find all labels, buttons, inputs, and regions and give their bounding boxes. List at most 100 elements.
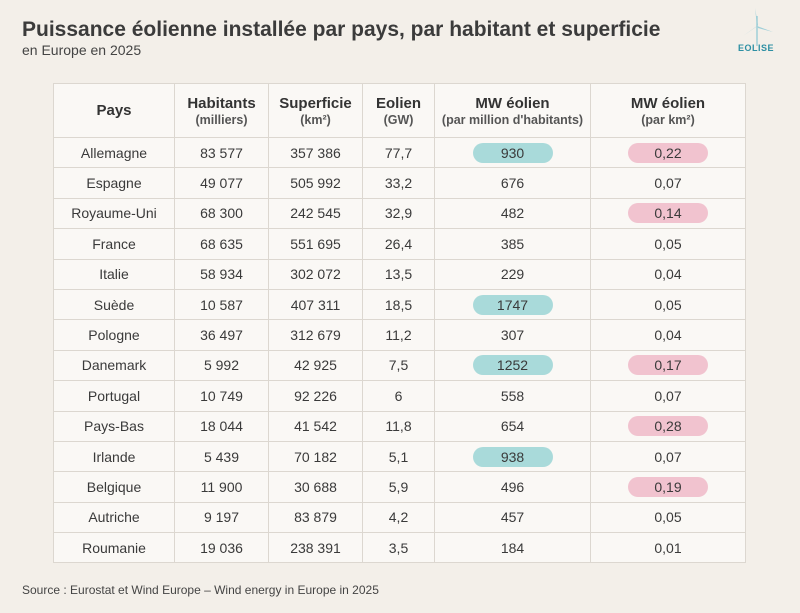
table-cell: 457 xyxy=(434,501,591,534)
data-table: Pays Habitants (milliers) Superficie (km²) Eo… xyxy=(53,83,746,564)
table-cell: 77,7 xyxy=(362,136,435,169)
table-cell: 4,2 xyxy=(362,501,435,534)
table-cell: 13,5 xyxy=(362,258,435,290)
table-cell: 242 545 xyxy=(268,197,363,230)
column-name: MW éolien xyxy=(475,94,550,112)
table-row: Allemagne 83 577 357 386 77,7 930 0,22 xyxy=(53,136,746,169)
table-cell: Autriche xyxy=(53,501,175,534)
table-row: Pays-Bas 18 044 41 542 11,8 654 0,28 xyxy=(53,410,746,442)
table-cell: 551 695 xyxy=(268,228,363,260)
table-cell: Espagne xyxy=(53,167,175,199)
column-header: MW éolien (par km²) xyxy=(590,83,746,138)
table-cell: 0,05 xyxy=(590,288,746,321)
table-cell: 0,04 xyxy=(590,319,746,351)
table-cell: 1747 xyxy=(434,288,591,321)
table-cell: 0,05 xyxy=(590,228,746,260)
title: Puissance éolienne installée par pays, p… xyxy=(22,18,661,41)
table-cell: 49 077 xyxy=(174,167,269,199)
table-cell: 10 587 xyxy=(174,288,269,321)
column-name: Habitants xyxy=(187,94,256,112)
table-cell: Pologne xyxy=(53,319,175,351)
table-cell: 312 679 xyxy=(268,319,363,351)
table-cell: 505 992 xyxy=(268,167,363,199)
column-name: Pays xyxy=(96,102,132,119)
highlighted-value: 1252 xyxy=(472,355,553,376)
table-cell: 238 391 xyxy=(268,532,363,564)
table-cell: 302 072 xyxy=(268,258,363,290)
table-cell: Allemagne xyxy=(53,136,175,169)
table-row: Danemark 5 992 42 925 7,5 1252 0,17 xyxy=(53,349,746,382)
table-cell: 407 311 xyxy=(268,288,363,321)
table-cell: 18,5 xyxy=(362,288,435,321)
table-row: Autriche 9 197 83 879 4,2 457 0,05 xyxy=(53,501,746,534)
table-cell: 0,01 xyxy=(590,532,746,564)
table-cell: 58 934 xyxy=(174,258,269,290)
table-cell: 0,05 xyxy=(590,501,746,534)
table-cell: 938 xyxy=(434,440,591,473)
column-header: Superficie (km²) xyxy=(268,83,363,138)
table-cell: Suède xyxy=(53,288,175,321)
table-cell: Italie xyxy=(53,258,175,290)
table-cell: 33,2 xyxy=(362,167,435,199)
highlighted-value: 0,17 xyxy=(628,355,708,376)
table-cell: 307 xyxy=(434,319,591,351)
table-cell: 6 xyxy=(362,380,435,412)
column-unit: (GW) xyxy=(383,112,414,127)
table-cell: France xyxy=(53,228,175,260)
table-cell: 92 226 xyxy=(268,380,363,412)
table-cell: 676 xyxy=(434,167,591,199)
highlighted-value: 938 xyxy=(472,446,553,467)
table-cell: 229 xyxy=(434,258,591,290)
table-cell: 32,9 xyxy=(362,197,435,230)
column-header: Habitants (milliers) xyxy=(174,83,269,138)
table-cell: 30 688 xyxy=(268,471,363,503)
table-cell: 11 900 xyxy=(174,471,269,503)
table-cell: Irlande xyxy=(53,440,175,473)
column-unit: (par km²) xyxy=(641,112,695,127)
highlighted-value: 1747 xyxy=(472,294,553,315)
subtitle: en Europe en 2025 xyxy=(22,42,142,58)
table-cell: 10 749 xyxy=(174,380,269,412)
table-cell: 1252 xyxy=(434,349,591,382)
table-cell: 184 xyxy=(434,532,591,564)
table-cell: Danemark xyxy=(53,349,175,382)
logo-text: EOLISE xyxy=(738,43,775,53)
table-cell: Pays-Bas xyxy=(53,410,175,442)
highlighted-value: 930 xyxy=(472,142,553,163)
table-cell: 18 044 xyxy=(174,410,269,442)
table-cell: Royaume-Uni xyxy=(53,197,175,230)
column-header: Eolien (GW) xyxy=(362,83,435,138)
highlighted-value: 0,22 xyxy=(628,142,708,163)
table-row: Suède 10 587 407 311 18,5 1747 0,05 xyxy=(53,288,746,321)
table-row: Belgique 11 900 30 688 5,9 496 0,19 xyxy=(53,471,746,503)
table-cell: 5,1 xyxy=(362,440,435,473)
table-cell: 357 386 xyxy=(268,136,363,169)
column-name: Eolien xyxy=(375,94,421,112)
column-name: Superficie xyxy=(279,94,352,112)
table-row: Irlande 5 439 70 182 5,1 938 0,07 xyxy=(53,440,746,473)
table-row: Espagne 49 077 505 992 33,2 676 0,07 xyxy=(53,167,746,199)
table-cell: 0,22 xyxy=(590,136,746,169)
table-cell: 11,8 xyxy=(362,410,435,442)
table-cell: 70 182 xyxy=(268,440,363,473)
table-row: Roumanie 19 036 238 391 3,5 184 0,01 xyxy=(53,532,746,564)
table-cell: 5 439 xyxy=(174,440,269,473)
table-cell: 11,2 xyxy=(362,319,435,351)
table-cell: 26,4 xyxy=(362,228,435,260)
highlighted-value: 0,28 xyxy=(628,416,708,437)
column-unit: (km²) xyxy=(300,112,331,127)
table-cell: 5,9 xyxy=(362,471,435,503)
table-cell: 0,14 xyxy=(590,197,746,230)
table-cell: 0,04 xyxy=(590,258,746,290)
logo-icon xyxy=(743,8,773,46)
table-cell: 41 542 xyxy=(268,410,363,442)
table-cell: 385 xyxy=(434,228,591,260)
table-cell: Belgique xyxy=(53,471,175,503)
table-cell: 7,5 xyxy=(362,349,435,382)
header-row: Pays Habitants (milliers) Superficie (km²) Eo… xyxy=(53,83,746,138)
table-cell: 68 635 xyxy=(174,228,269,260)
highlighted-value: 0,19 xyxy=(628,476,708,497)
table-cell: 9 197 xyxy=(174,501,269,534)
table-cell: 36 497 xyxy=(174,319,269,351)
